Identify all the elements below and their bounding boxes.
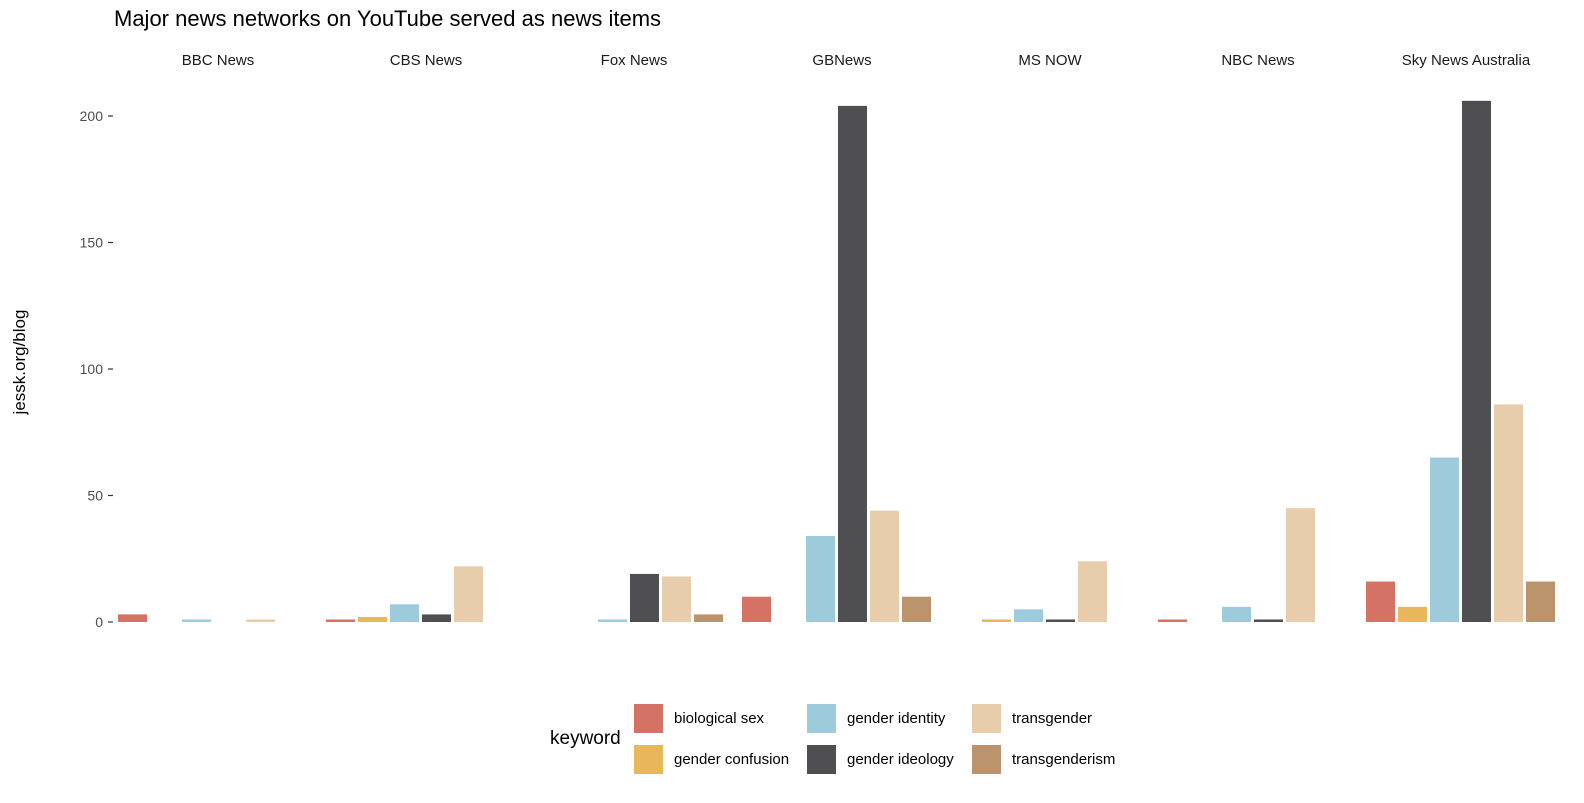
legend-label: biological sex bbox=[674, 709, 765, 727]
legend-swatch bbox=[807, 703, 836, 733]
bar-gender-identity bbox=[1222, 606, 1251, 622]
legend-item: gender confusion bbox=[634, 744, 789, 774]
legend-swatch bbox=[972, 703, 1001, 733]
y-tick-label: 50 bbox=[87, 488, 103, 504]
bar-gender-identity bbox=[1430, 457, 1459, 622]
facet-label: Sky News Australia bbox=[1402, 52, 1531, 69]
bar-gender-identity bbox=[598, 619, 627, 622]
bar-transgender bbox=[870, 510, 899, 622]
bar-biological-sex bbox=[118, 614, 147, 622]
bar-gender-ideology bbox=[1046, 619, 1075, 622]
y-tick-label: 200 bbox=[80, 108, 104, 124]
bar-gender-ideology bbox=[1462, 100, 1491, 622]
legend-item: gender identity bbox=[807, 703, 945, 733]
legend-swatch bbox=[807, 744, 836, 774]
legend-swatch bbox=[634, 703, 663, 733]
bar-transgender bbox=[662, 576, 691, 622]
bar-gender-ideology bbox=[630, 573, 659, 622]
legend-title: keyword bbox=[550, 728, 621, 749]
facet-label: Fox News bbox=[601, 52, 668, 69]
facet-label: NBC News bbox=[1221, 52, 1294, 69]
facet-label: GBNews bbox=[812, 52, 871, 69]
legend-label: gender identity bbox=[847, 709, 946, 727]
legend-item: gender ideology bbox=[807, 744, 954, 774]
facet-label: BBC News bbox=[182, 52, 255, 69]
legend-label: gender confusion bbox=[674, 750, 790, 768]
bar-gender-identity bbox=[182, 619, 211, 622]
bar-transgender bbox=[1286, 508, 1315, 622]
bar-gender-ideology bbox=[838, 105, 867, 622]
bar-gender-identity bbox=[806, 535, 835, 622]
bar-transgender bbox=[1078, 561, 1107, 622]
bar-gender-confusion bbox=[1398, 606, 1427, 622]
bar-chart: 0 50 100 150 200 BBC News CBS News Fox News GBNe… bbox=[80, 52, 1555, 630]
legend-label: transgenderism bbox=[1012, 750, 1116, 768]
legend-item: biological sex bbox=[634, 703, 764, 733]
legend-label: gender ideology bbox=[847, 750, 954, 768]
bar-biological-sex bbox=[326, 619, 355, 622]
y-tick-label: 100 bbox=[80, 361, 104, 377]
facet-label: CBS News bbox=[390, 52, 463, 69]
bar-gender-confusion bbox=[358, 616, 387, 622]
bar-transgender bbox=[454, 566, 483, 622]
y-tick-label: 150 bbox=[80, 235, 104, 251]
bar-transgender bbox=[1494, 404, 1523, 622]
bar-transgender bbox=[246, 619, 275, 622]
bar-biological-sex bbox=[1366, 581, 1395, 622]
bar-biological-sex bbox=[742, 596, 771, 622]
bar-transgenderism bbox=[1526, 581, 1555, 622]
bar-biological-sex bbox=[1158, 619, 1187, 622]
bar-gender-identity bbox=[1014, 609, 1043, 622]
bar-gender-confusion bbox=[982, 619, 1011, 622]
legend-swatch bbox=[634, 744, 663, 774]
legend: keyword biological sex gender confusion ge… bbox=[550, 700, 1150, 780]
bar-transgenderism bbox=[694, 614, 723, 622]
y-tick-label: 0 bbox=[95, 614, 103, 630]
bar-gender-ideology bbox=[1254, 619, 1283, 622]
legend-label: transgender bbox=[1012, 709, 1093, 727]
legend-swatch bbox=[972, 744, 1001, 774]
bar-gender-ideology bbox=[422, 614, 451, 622]
chart-title: Major news networks on YouTube served as… bbox=[114, 6, 662, 31]
legend-item: transgenderism bbox=[972, 744, 1115, 774]
legend-item: transgender bbox=[972, 703, 1092, 733]
bar-transgenderism bbox=[902, 596, 931, 622]
bar-gender-identity bbox=[390, 604, 419, 622]
facet-label: MS NOW bbox=[1018, 52, 1082, 69]
